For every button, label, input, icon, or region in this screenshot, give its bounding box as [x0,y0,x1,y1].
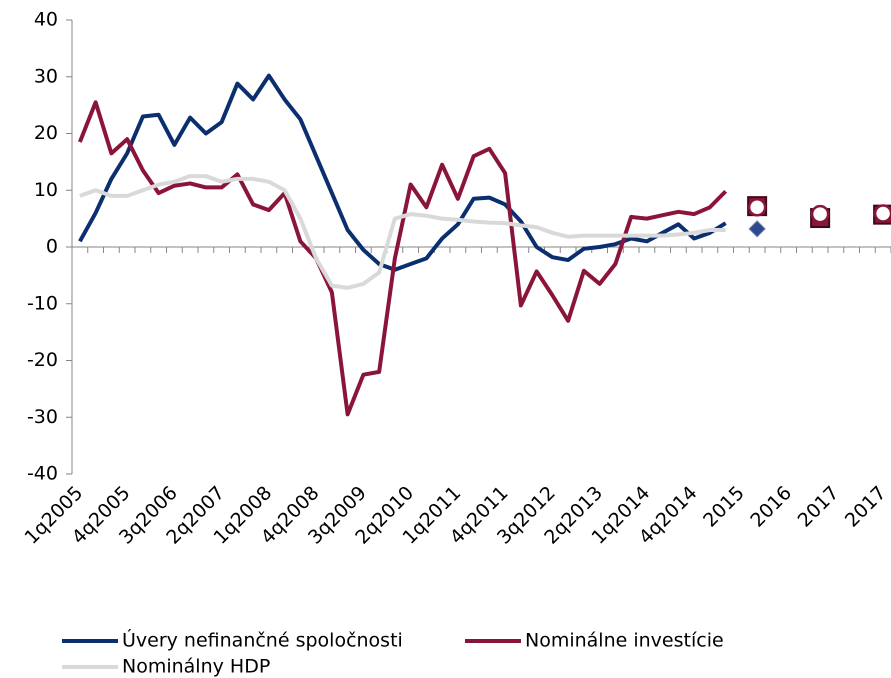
y-tick-label: -10 [27,292,58,314]
forecast-marker [873,204,891,223]
x-tick-label: 2015 [699,482,749,532]
x-tick-label: 2017 [794,482,844,532]
y-tick-label: 30 [34,65,58,87]
y-tick-label: 40 [34,9,58,31]
y-tick-label: -20 [27,349,58,371]
x-tick-label: 2017 [841,482,891,532]
y-tick-label: -30 [27,406,58,428]
series-line [78,100,728,417]
forecast-marker [810,204,830,224]
x-tick-label: 2016 [746,482,796,532]
y-tick-label: 10 [34,179,58,201]
series-line [79,174,726,290]
legend-label: Nominálne investície [525,630,724,652]
series-line [78,73,727,272]
legend-label: Úvery nefinančné spoločnosti [122,628,403,652]
forecast-marker [748,220,766,238]
y-tick-label: 0 [46,236,58,258]
legend-label: Nominálny HDP [122,656,270,678]
y-tick-label: 20 [34,122,58,144]
forecast-marker [747,198,767,217]
y-tick-label: -40 [27,463,58,485]
